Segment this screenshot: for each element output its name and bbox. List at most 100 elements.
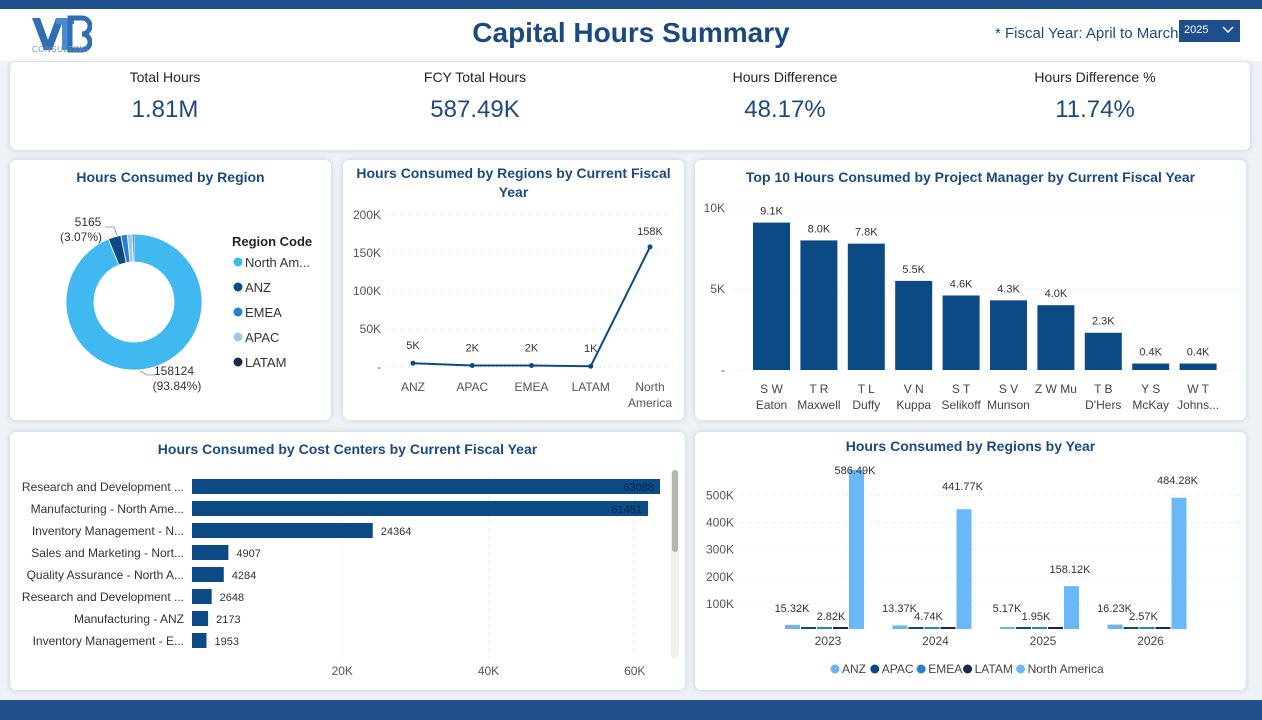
x-tick-label: Z W Mu <box>1035 382 1077 396</box>
bar[interactable] <box>1179 363 1217 370</box>
y-tick-label: Inventory Management - E... <box>33 634 184 648</box>
bottom-accent-bar <box>0 700 1262 720</box>
kpi-value: 11.74% <box>1055 96 1135 123</box>
x-tick-label: T B <box>1094 382 1112 396</box>
bar[interactable] <box>800 240 838 370</box>
page-title: Capital Hours Summary <box>472 17 790 48</box>
legend-item[interactable]: North America <box>1028 662 1104 676</box>
year-bar-chart[interactable]: 500K 400K 300K 200K 100K 2023 2024 2025 2026 15.3… <box>695 432 1246 690</box>
bar[interactable] <box>924 627 940 629</box>
x-tick-label: Selikoff <box>942 398 982 412</box>
bar[interactable] <box>1171 497 1187 629</box>
bar[interactable] <box>753 222 790 370</box>
bar[interactable] <box>192 567 224 582</box>
data-label: 2.57K <box>1129 611 1158 623</box>
data-point[interactable] <box>469 362 475 368</box>
bar[interactable] <box>990 300 1027 370</box>
scrollbar-track[interactable] <box>671 470 679 658</box>
data-label: 4907 <box>236 548 260 560</box>
bar[interactable] <box>801 627 816 629</box>
x-tick-label: 60K <box>624 664 645 678</box>
bar[interactable] <box>192 545 229 560</box>
year-slicer[interactable]: 2025 <box>1179 20 1240 42</box>
y-tick-label: 200K <box>353 208 381 222</box>
legend-item[interactable]: ANZ <box>245 280 271 295</box>
bar[interactable] <box>849 470 864 629</box>
bar[interactable] <box>192 523 373 538</box>
bar[interactable] <box>1037 305 1075 370</box>
bar[interactable] <box>940 627 956 629</box>
bar[interactable] <box>1032 627 1047 629</box>
legend-item[interactable]: LATAM <box>975 662 1013 676</box>
legend-item[interactable]: EMEA <box>245 305 282 320</box>
bar[interactable] <box>1132 363 1170 370</box>
region-line-chart[interactable]: 200K 150K 100K 50K - 5K ANZ 2K APAC 2K EMEA 1K LATAM… <box>343 160 684 420</box>
x-tick-label: Maxwell <box>797 398 840 412</box>
x-tick-label: W T <box>1187 382 1209 396</box>
bar[interactable] <box>1107 624 1123 629</box>
legend-item[interactable]: North Am... <box>245 255 310 270</box>
legend-item[interactable]: LATAM <box>245 355 286 370</box>
kpi-label: FCY Total Hours <box>423 69 527 85</box>
data-point[interactable] <box>647 244 653 250</box>
data-label: 1K <box>584 343 598 355</box>
legend-item[interactable]: ANZ <box>842 662 866 676</box>
y-tick-label: Inventory Management - N... <box>32 524 184 538</box>
pm-bar-chart[interactable]: 10K 5K - 9.1K S W Eaton 8.0K T R Maxwell 7.8K T L D… <box>695 160 1246 420</box>
bar[interactable] <box>908 627 924 629</box>
vtb-logo <box>32 15 92 53</box>
data-label: 5.17K <box>993 603 1022 615</box>
bar[interactable] <box>192 589 212 604</box>
x-tick-label: Duffy <box>852 398 880 412</box>
legend-item[interactable]: APAC <box>882 662 914 676</box>
bar[interactable] <box>1155 627 1171 629</box>
bar[interactable] <box>1048 627 1063 629</box>
x-tick-label: APAC <box>456 380 488 394</box>
cost-center-card: Hours Consumed by Cost Centers by Curren… <box>10 432 685 690</box>
bar[interactable] <box>1123 627 1139 629</box>
data-point[interactable] <box>588 363 594 369</box>
bar[interactable] <box>192 611 209 626</box>
bar[interactable] <box>1016 627 1031 629</box>
bar[interactable] <box>895 280 933 370</box>
y-tick-label: Manufacturing - ANZ <box>74 612 184 626</box>
x-tick-label: ANZ <box>401 380 425 394</box>
bar[interactable] <box>192 633 207 648</box>
bar[interactable] <box>833 627 848 629</box>
donut-slice-northam[interactable] <box>65 233 203 371</box>
leader-line <box>139 370 155 376</box>
region-donut-chart[interactable]: 5165(3.07%) 158124(93.84%) Region Code Nort… <box>10 160 331 420</box>
data-label: 0.4K <box>1187 347 1210 359</box>
bar[interactable] <box>1064 586 1079 629</box>
bar[interactable] <box>956 509 972 629</box>
bar[interactable] <box>192 479 660 494</box>
kpi-card: Total Hours 1.81M FCY Total Hours 587.49… <box>10 62 1250 150</box>
x-tick-label: McKay <box>1132 398 1169 412</box>
x-tick-label: 2023 <box>815 634 842 648</box>
chart-title: Hours Consumed by Regions by Current Fis… <box>356 165 671 200</box>
bar[interactable] <box>892 625 908 629</box>
data-label: 158K <box>637 226 663 238</box>
legend-item[interactable]: APAC <box>245 330 279 345</box>
bar[interactable] <box>785 624 800 629</box>
legend-item[interactable]: EMEA <box>928 662 962 676</box>
bar[interactable] <box>847 243 885 370</box>
bar[interactable] <box>817 627 832 629</box>
bar[interactable] <box>192 501 649 516</box>
data-label: 4.3K <box>997 283 1020 295</box>
bar[interactable] <box>1084 332 1122 370</box>
data-point[interactable] <box>529 362 534 368</box>
bar[interactable] <box>1000 627 1015 629</box>
data-point[interactable] <box>410 360 416 366</box>
cost-center-bar-chart[interactable]: 20K 40K 60K Research and Development ... 630… <box>10 432 685 690</box>
data-label: 13.37K <box>882 603 918 615</box>
x-tick-label: S T <box>952 382 971 396</box>
bar[interactable] <box>942 295 980 370</box>
y-tick-label: Quality Assurance - North A... <box>27 568 184 582</box>
bar[interactable] <box>1139 627 1155 629</box>
x-tick-label: T R <box>809 382 828 396</box>
scrollbar-thumb[interactable] <box>672 470 678 552</box>
y-tick-label: 300K <box>706 543 734 557</box>
legend-title: Region Code <box>232 234 312 249</box>
x-tick-label: North <box>635 380 664 394</box>
